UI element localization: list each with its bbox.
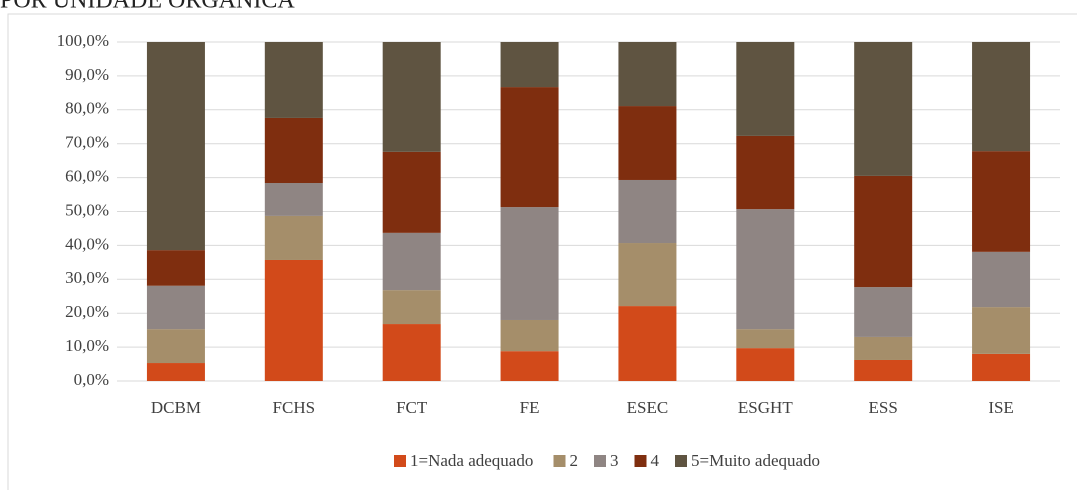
bar-segment <box>618 179 677 244</box>
bar-segment <box>618 243 677 307</box>
bar-segment <box>382 42 441 152</box>
y-tick-label: 0,0% <box>74 370 109 389</box>
bar-segment <box>500 207 559 320</box>
bar-segment <box>736 209 795 330</box>
y-tick-label: 60,0% <box>65 167 109 186</box>
bar-segment <box>146 363 205 381</box>
bar-segment <box>146 285 205 330</box>
bar-segment <box>146 250 205 286</box>
bar-segment <box>854 175 913 288</box>
bar-segment <box>972 353 1031 381</box>
bar-segment <box>146 329 205 364</box>
y-tick-label: 30,0% <box>65 268 109 287</box>
bar-segment <box>972 42 1031 152</box>
bar-segment <box>264 117 323 184</box>
x-tick-label: ESEC <box>627 398 669 417</box>
bar-segment <box>382 232 441 291</box>
x-tick-label: DCBM <box>151 398 201 417</box>
bar-segment <box>736 135 795 210</box>
x-tick-label: ISE <box>988 398 1014 417</box>
bar-segment <box>854 42 913 176</box>
chart-title: POR UNIDADE ORGÂNICA <box>0 0 295 14</box>
bar-segment <box>264 183 323 216</box>
bar-segment <box>972 251 1031 308</box>
y-tick-label: 80,0% <box>65 99 109 118</box>
bar-segment <box>264 42 323 118</box>
legend-label: 2 <box>570 451 579 470</box>
bar-segment <box>972 151 1031 252</box>
legend-label: 4 <box>651 451 660 470</box>
legend-swatch <box>553 455 566 467</box>
bar-segment <box>972 307 1031 354</box>
x-tick-label: FCT <box>396 398 428 417</box>
y-tick-label: 50,0% <box>65 200 109 219</box>
bar-segment <box>500 351 559 381</box>
bar-segment <box>736 42 795 136</box>
bar-segment <box>382 151 441 233</box>
bar-segment <box>264 215 323 260</box>
bar-segment <box>382 324 441 381</box>
bar-segment <box>146 42 205 251</box>
bar-segment <box>854 336 913 360</box>
x-tick-label: FE <box>520 398 540 417</box>
bar-segment <box>382 290 441 325</box>
legend-label: 3 <box>610 451 619 470</box>
legend-label: 1=Nada adequado <box>410 451 533 470</box>
bar-segment <box>500 87 559 208</box>
y-tick-label: 40,0% <box>65 234 109 253</box>
bar-segment <box>500 42 559 88</box>
legend-swatch <box>634 455 647 467</box>
y-tick-label: 70,0% <box>65 133 109 152</box>
legend-swatch <box>594 455 606 467</box>
bar-segment <box>618 106 677 180</box>
bar-segment <box>264 259 323 381</box>
bar-segment <box>618 42 677 107</box>
chart-border <box>7 13 1077 490</box>
bar-segment <box>854 287 913 337</box>
bar-segment <box>618 306 677 381</box>
legend-swatch <box>675 455 687 467</box>
x-tick-label: ESS <box>869 398 898 417</box>
bar-segment <box>854 359 913 381</box>
x-tick-label: ESGHT <box>738 398 793 417</box>
y-tick-label: 90,0% <box>65 65 109 84</box>
x-tick-label: FCHS <box>273 398 316 417</box>
y-tick-label: 100,0% <box>57 31 109 50</box>
legend-label: 5=Muito adequado <box>691 451 820 470</box>
y-tick-label: 10,0% <box>65 336 109 355</box>
y-tick-label: 20,0% <box>65 302 109 321</box>
bar-segment <box>736 329 795 349</box>
bar-segment <box>500 319 559 352</box>
bar-segment <box>736 348 795 381</box>
legend-swatch <box>394 455 406 467</box>
